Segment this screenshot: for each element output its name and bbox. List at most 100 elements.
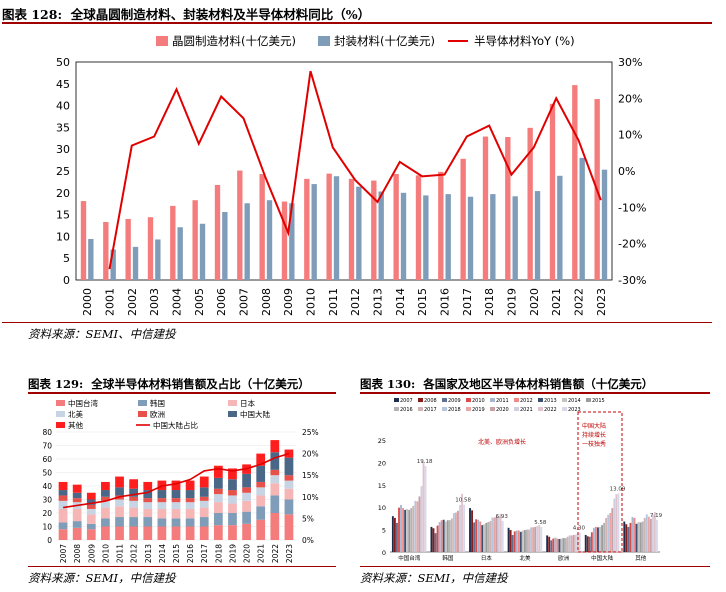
fig129-bar-segment: [199, 507, 209, 518]
fig129-bar-segment: [213, 513, 223, 526]
fig129-bar-segment: [256, 495, 266, 507]
fig128-x-tick-label: 2000: [81, 288, 94, 316]
fig129-bar-segment: [213, 465, 223, 478]
fig129-bar-segment: [58, 490, 68, 496]
fig130-y-tick-label: 25: [378, 437, 386, 445]
fig130-chart: 0 5 10 15 20 25 19.18 中国台湾 10.58 韩国 6.93 日本 5.58 北美 4.…: [378, 398, 663, 562]
fig128-bar-packaging: [132, 246, 139, 280]
fig130-bar: [534, 526, 537, 552]
fig129-top-rule: [28, 392, 336, 394]
fig130-data-label: 4.30: [573, 526, 586, 532]
fig130-y-tick-label: 10: [378, 504, 386, 512]
fig130-bar: [570, 535, 573, 552]
fig129-bar-segment: [101, 507, 110, 519]
fig130-bar: [412, 505, 415, 552]
fig129-bar-segment: [58, 495, 68, 501]
fig128-bar-wafer: [147, 217, 154, 280]
fig130-legend-label: 2009: [448, 398, 461, 404]
fig130-bar: [434, 533, 437, 552]
fig129-x-tick-label: 2013: [144, 544, 153, 563]
fig129-bar-segment: [101, 490, 110, 497]
fig130-x-tick-label: 中国台湾: [398, 554, 421, 562]
fig129-bar-segment: [72, 508, 82, 522]
fig130-bar: [631, 517, 634, 552]
fig129-bar-segment: [86, 514, 96, 524]
fig129-bar-segment: [86, 529, 96, 540]
fig130-bar: [643, 517, 646, 552]
fig129-x-tick-label: 2019: [228, 544, 237, 563]
fig128-label: 图表 128:: [2, 7, 63, 22]
fig130-bar: [438, 521, 441, 552]
fig130-bar: [521, 530, 524, 552]
fig130-bar: [457, 510, 459, 552]
fig129-bar-segment: [213, 477, 223, 489]
fig129-bar-segment: [270, 452, 280, 470]
fig129-bar-segment: [242, 487, 251, 493]
fig130-bar: [653, 512, 656, 552]
fig130-bar: [526, 529, 528, 552]
fig128-x-tick-label: 2001: [104, 288, 117, 316]
fig130-legend-label: 2019: [472, 407, 485, 413]
fig128-x-tick-label: 2021: [550, 288, 563, 316]
fig130-title: 图表 130: 各国家及地区半导体材料销售额（十亿美元）: [360, 376, 653, 392]
fig128-x-tick-label: 2017: [461, 288, 474, 316]
fig129-bar-segment: [199, 517, 209, 527]
fig128-y-tick-label: 35: [56, 121, 70, 134]
fig129-y2-tick-label: 10%: [302, 493, 319, 502]
fig128-x-tick-label: 2012: [349, 288, 362, 316]
fig130-legend-swatch: [490, 407, 495, 411]
fig130-legend-label: 2018: [448, 407, 461, 413]
fig130-bar: [493, 517, 496, 552]
fig130-bar: [430, 526, 433, 552]
fig128-y-tick-label: 10: [56, 230, 70, 243]
fig129-x-tick-label: 2018: [214, 544, 223, 563]
fig128-bar-wafer: [482, 136, 489, 280]
fig130-bar: [432, 528, 435, 552]
fig128-top-rule: [2, 22, 712, 24]
fig129-bar-segment: [143, 498, 153, 503]
fig130-legend-label: 2023: [568, 407, 581, 413]
fig128-bar-wafer: [549, 103, 556, 280]
fig130-bar: [656, 519, 658, 552]
fig129-bar-segment: [256, 453, 266, 466]
fig130-annotation-growth: 持续增长: [582, 431, 606, 439]
fig129-bar-segment: [171, 518, 181, 527]
fig129-legend-label: 北美: [68, 409, 83, 419]
fig128-legend-swatch: [156, 36, 168, 46]
fig130-legend-swatch: [538, 398, 543, 402]
fig130-bar: [477, 519, 480, 552]
fig129-y2-tick-label: 25%: [302, 428, 319, 437]
fig129-bar-segment: [284, 488, 294, 500]
fig128-bar-wafer: [527, 127, 533, 280]
fig129-bar-segment: [115, 506, 124, 518]
fig128-bar-packaging: [88, 239, 94, 280]
fig128-bar-wafer: [192, 200, 198, 280]
fig128-x-tick-label: 2014: [394, 288, 407, 316]
fig130-legend-label: 2021: [520, 407, 533, 413]
fig130-bar: [548, 536, 551, 552]
fig128-y-tick-label: 5: [63, 252, 70, 265]
fig129-bar-segment: [129, 526, 139, 540]
fig130-top-rule: [360, 392, 710, 394]
fig130-bar: [398, 507, 400, 552]
fig129-bar-segment: [143, 508, 153, 518]
fig130-legend-swatch: [538, 407, 543, 411]
fig129-x-tick-label: 2012: [130, 544, 139, 563]
fig128-legend-label: 半导体材料YoY (%): [474, 34, 575, 48]
fig130-bar: [615, 494, 618, 552]
fig129-bar-segment: [199, 500, 209, 508]
fig130-bar: [420, 486, 423, 552]
fig129-bar-segment: [143, 502, 153, 509]
fig130-legend-swatch: [418, 398, 423, 402]
fig130-data-label: 7.19: [650, 513, 663, 519]
fig128-plot-frame: [75, 61, 613, 281]
fig130-bar: [511, 534, 514, 552]
fig129-bar-segment: [256, 465, 266, 482]
fig129-bar-segment: [185, 480, 195, 491]
fig129-legend-label: 欧洲: [150, 409, 165, 419]
fig129-legend-swatch: [56, 422, 65, 428]
fig129-bar-segment: [228, 490, 237, 496]
fig129-legend-swatch: [228, 411, 237, 417]
fig130-title-text: 各国家及地区半导体材料销售额（十亿美元）: [423, 377, 654, 391]
fig130-x-tick-label: 日本: [481, 554, 493, 562]
